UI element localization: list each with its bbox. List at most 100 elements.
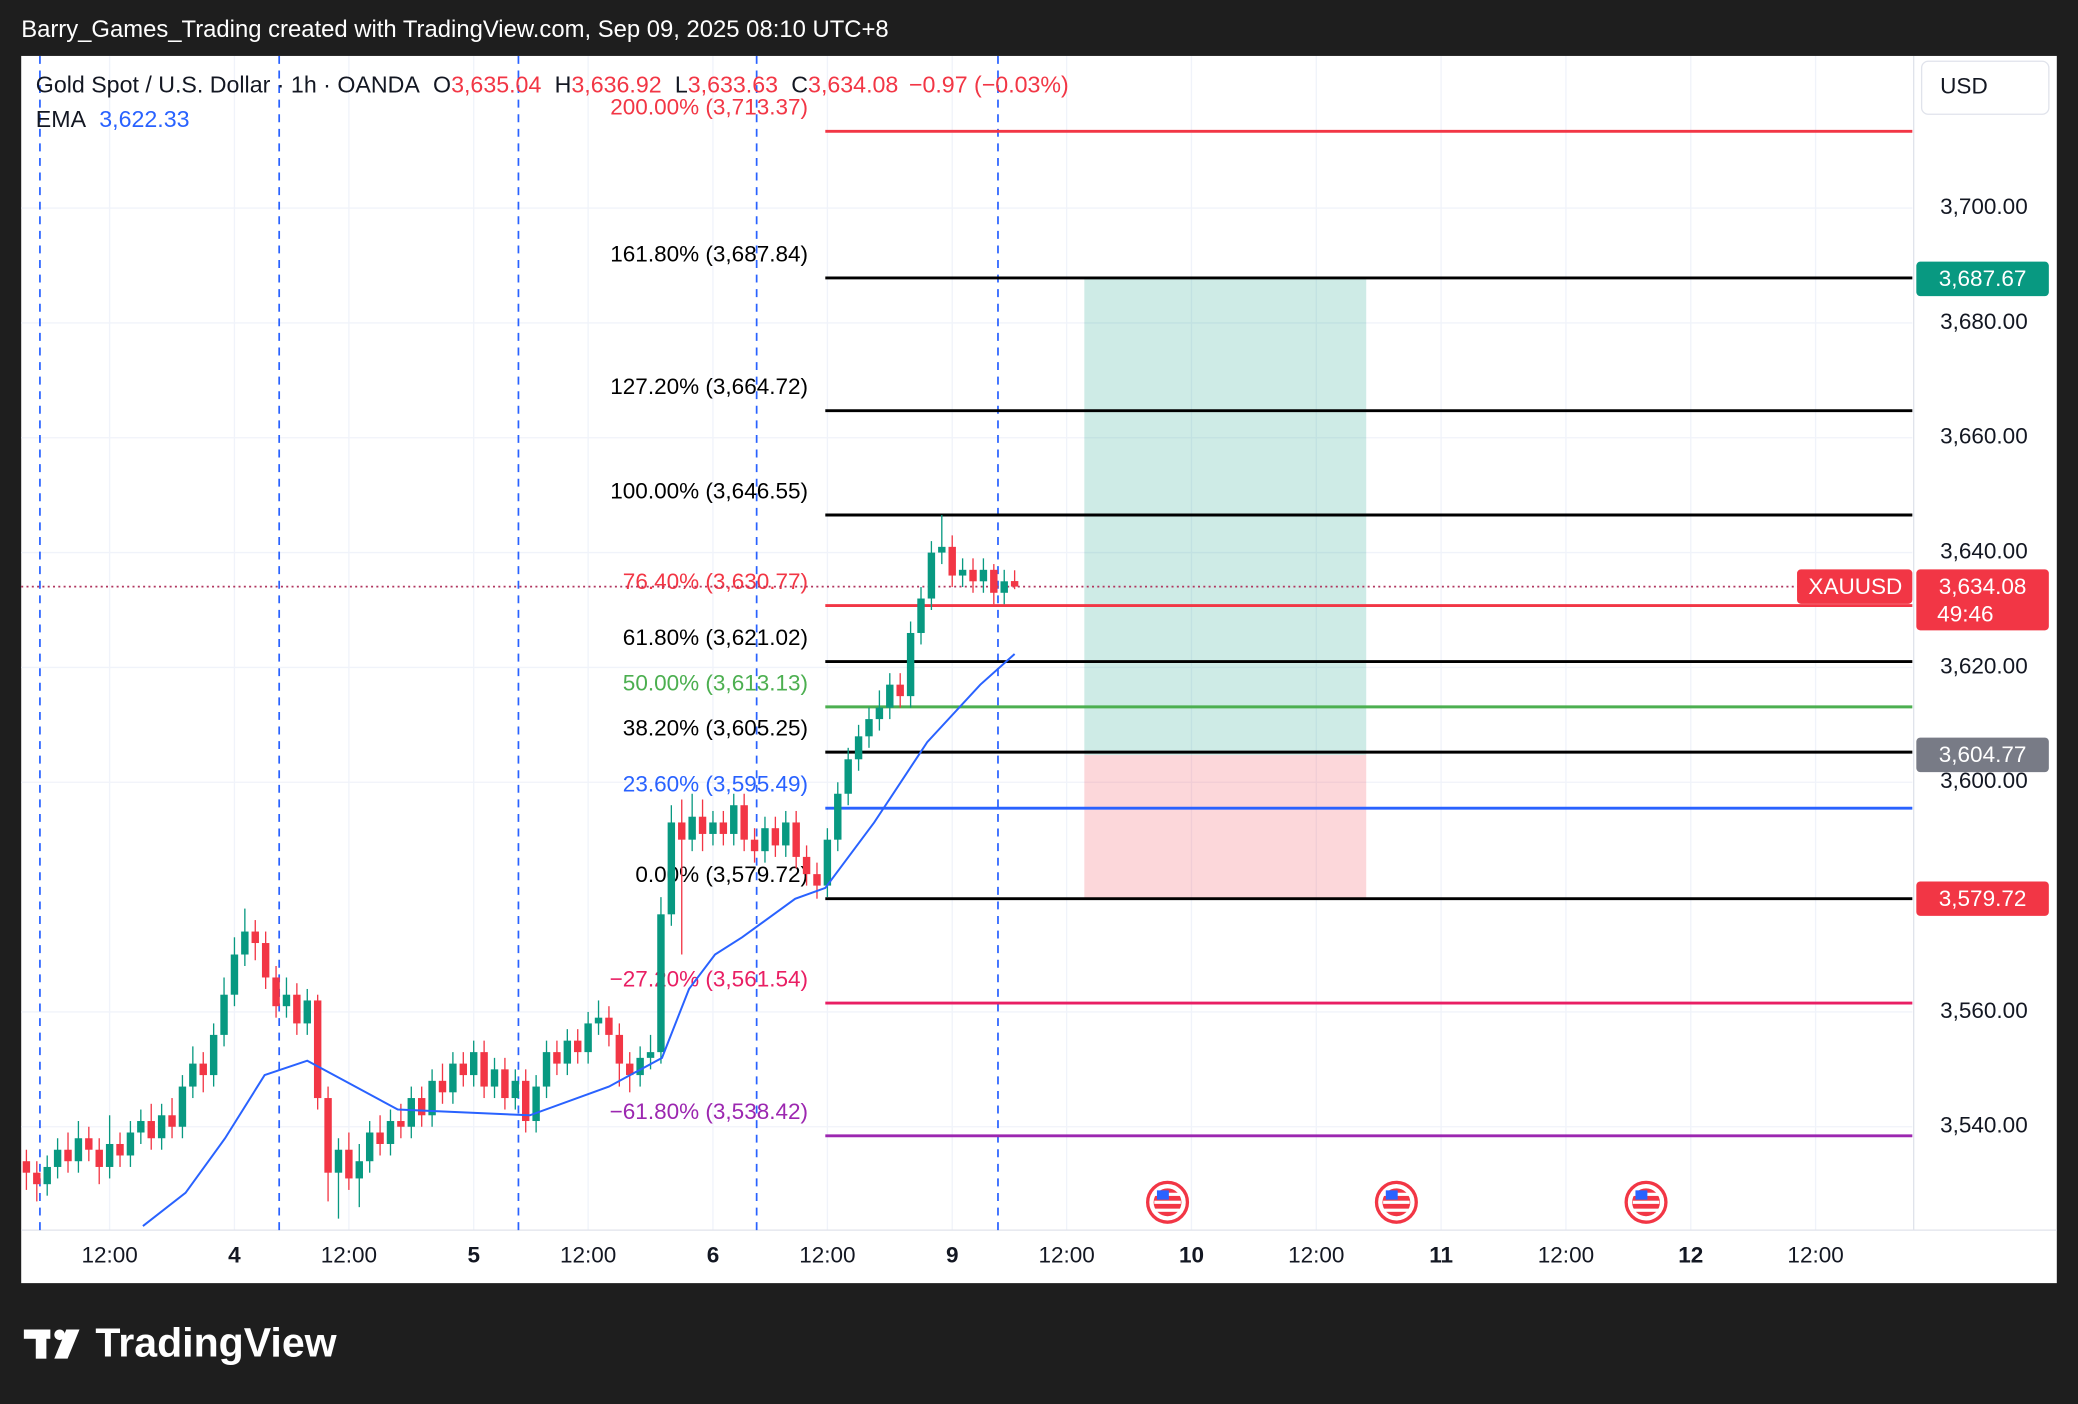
candle-body [282, 994, 291, 1007]
symbol-badge-label: XAUUSD [1808, 574, 1902, 599]
candle-body [386, 1121, 395, 1144]
candle-body [802, 856, 811, 875]
candle-body [906, 632, 915, 697]
event-icon [1146, 1180, 1190, 1224]
candle-body [53, 1149, 62, 1167]
logo-slash [54, 1329, 80, 1359]
y-tick-label: 3,600.00 [1940, 768, 2028, 793]
fib-label: 161.80% (3,687.84) [610, 241, 808, 266]
event-icon [1374, 1180, 1418, 1224]
flag-canton [1635, 1190, 1648, 1200]
y-tick-label: 3,700.00 [1940, 194, 2028, 219]
x-tick-label: 11 [1429, 1243, 1453, 1268]
candle-body [688, 816, 696, 840]
symbol-badge [1797, 569, 1913, 604]
candle-body [293, 994, 301, 1024]
fib-label: 76.40% (3,630.77) [623, 569, 808, 594]
logo-stem [35, 1329, 47, 1359]
candle-body [209, 1034, 218, 1076]
candle-body [147, 1121, 155, 1139]
candle-body [272, 977, 280, 1007]
flag-canton [1385, 1190, 1398, 1200]
currency-box [1920, 60, 2050, 115]
candle-body [64, 1149, 72, 1162]
candle-body [157, 1115, 166, 1139]
y-tick-label: 3,680.00 [1940, 309, 2028, 334]
y-tick-label: 3,640.00 [1940, 539, 2028, 564]
flag-stripe [1383, 1208, 1410, 1212]
logo-dot [54, 1329, 65, 1341]
candle-body [563, 1040, 572, 1064]
candle-body [948, 546, 956, 576]
x-tick-label: 6 [707, 1243, 720, 1268]
candle-body [958, 569, 967, 576]
loss-zone [1084, 754, 1367, 899]
footer-brand: TradingView [95, 1319, 337, 1365]
legend-value: 3,636.92 [571, 72, 661, 98]
candle-body [95, 1149, 103, 1167]
x-tick-label: 12:00 [1787, 1243, 1843, 1268]
candle-body [834, 793, 842, 840]
candle-body [345, 1149, 353, 1179]
fib-label: 38.20% (3,605.25) [623, 716, 808, 741]
legend-key: O [433, 72, 451, 98]
candle-body [178, 1086, 187, 1127]
candle-body [761, 828, 769, 852]
candle-body [199, 1063, 207, 1076]
candle-body [927, 552, 936, 599]
candle-body [251, 931, 259, 944]
x-tick-label: 9 [946, 1243, 959, 1268]
countdown-label: 49:46 [1937, 602, 1993, 627]
flag-canton [1156, 1190, 1169, 1200]
candle-body [85, 1138, 93, 1150]
candle-body [667, 822, 676, 915]
candle-body [126, 1132, 135, 1156]
candle-body [698, 816, 707, 834]
candle-body [584, 1023, 592, 1053]
candle-body [168, 1115, 176, 1127]
candle-body [782, 822, 790, 846]
candle-body [1010, 581, 1019, 587]
x-tick-label: 12:00 [560, 1243, 616, 1268]
candle-body [917, 598, 925, 633]
candle-body [480, 1052, 488, 1087]
legend-symbol: Gold Spot / U.S. Dollar · 1h · OANDA [36, 72, 421, 98]
x-tick-label: 10 [1179, 1243, 1204, 1268]
candle-body [886, 684, 894, 708]
candle-body [459, 1063, 468, 1076]
candle-body [324, 1098, 332, 1173]
candle-body [553, 1052, 561, 1064]
x-tick-label: 12:00 [1038, 1243, 1094, 1268]
candle-body [241, 931, 249, 955]
candle-body [532, 1086, 540, 1122]
fib-label: 23.60% (3,595.49) [623, 772, 808, 797]
plot: 12:00 4 12:00 5 12:00 6 12:00 9 12:00 10 12:00 11 12… [21, 55, 2057, 1268]
candle-body [938, 546, 946, 553]
x-tick-label: 12:00 [799, 1243, 855, 1268]
fib-label: −27.20% (3,561.54) [610, 967, 808, 992]
fib-label: 100.00% (3,646.55) [610, 478, 808, 503]
candle-body [116, 1143, 124, 1156]
candle-body [615, 1034, 624, 1064]
x-tick-label: 12 [1678, 1243, 1703, 1268]
candle-body [365, 1132, 374, 1162]
chart-panel [21, 55, 2057, 1284]
candle-body [490, 1069, 499, 1087]
flag-stripe [1632, 1200, 1660, 1204]
candle-body [230, 954, 239, 995]
x-tick-label: 12:00 [1288, 1243, 1344, 1268]
x-tick-label: 4 [228, 1243, 241, 1268]
candle-body [896, 684, 904, 697]
candle-body [303, 1000, 311, 1024]
header-text: Barry_Games_Trading created with Trading… [21, 16, 888, 43]
price-badge-label: 3,604.77 [1939, 742, 2027, 767]
candle-body [626, 1063, 634, 1076]
flag-stripe [1154, 1200, 1181, 1204]
candle-body [771, 828, 780, 846]
candle-body [522, 1080, 530, 1122]
candle-body [105, 1143, 114, 1167]
legend-value: 3,635.04 [451, 72, 541, 98]
candle-body [730, 805, 738, 834]
candle-body [636, 1057, 644, 1076]
